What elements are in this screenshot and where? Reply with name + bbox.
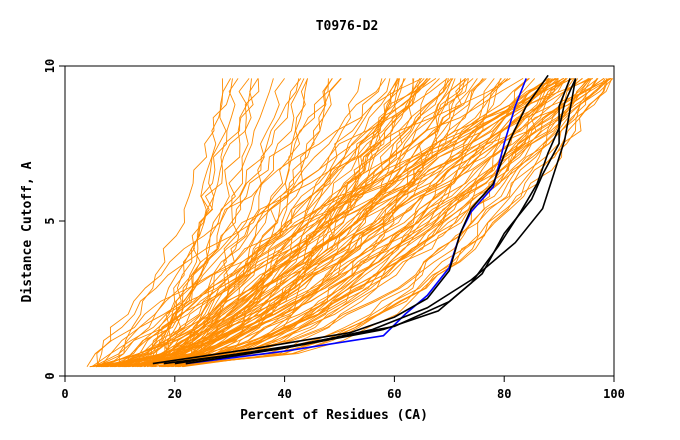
background-model-line: [176, 78, 399, 368]
chart-title: T0976-D2: [316, 19, 379, 34]
background-model-line: [98, 78, 591, 368]
background-model-line: [123, 78, 608, 368]
background-model-line: [162, 78, 342, 367]
background-model-line: [139, 78, 383, 368]
background-model-line: [151, 78, 495, 368]
background-model-line: [105, 78, 506, 368]
highlight-black-line: [152, 74, 549, 365]
x-axis-label: Percent of Residues (CA): [240, 408, 428, 423]
background-series-group: [86, 77, 614, 368]
background-model-line: [151, 78, 329, 368]
background-model-line: [126, 78, 598, 368]
background-model-line: [175, 78, 605, 368]
background-model-line: [178, 78, 391, 368]
y-tick-label: 0: [43, 372, 57, 379]
background-model-line: [166, 78, 406, 368]
x-tick-label: 40: [277, 387, 291, 401]
background-model-line: [178, 78, 572, 368]
background-model-line: [124, 78, 566, 368]
background-model-line: [115, 78, 285, 368]
background-model-line: [101, 78, 302, 368]
y-axis-label: Distance Cutoff, A: [20, 161, 35, 302]
background-model-line: [114, 78, 552, 368]
highlight-black-line: [185, 78, 577, 365]
background-model-line: [164, 78, 431, 367]
y-tick-label: 5: [43, 217, 57, 224]
highlight-series-group: [152, 74, 577, 365]
background-model-line: [90, 78, 305, 368]
background-model-line: [112, 78, 400, 368]
background-model-line: [182, 78, 592, 368]
background-model-line: [135, 78, 487, 368]
background-model-line: [143, 78, 611, 368]
background-model-line: [100, 77, 556, 367]
background-model-line: [92, 78, 557, 368]
background-model-line: [116, 78, 605, 368]
background-model-line: [125, 78, 478, 368]
x-tick-label: 80: [497, 387, 511, 401]
background-model-line: [95, 78, 590, 368]
background-model-line: [161, 78, 502, 368]
background-model-line: [103, 78, 333, 368]
x-tick-label: 60: [387, 387, 401, 401]
x-tick-label: 0: [61, 387, 68, 401]
plot-area: [64, 65, 615, 377]
background-model-line: [131, 78, 599, 368]
background-model-line: [123, 77, 558, 367]
x-tick-label: 100: [603, 387, 625, 401]
background-model-line: [164, 78, 428, 368]
background-model-line: [100, 78, 333, 368]
background-model-line: [181, 78, 308, 368]
y-axis: 0 5 10: [43, 59, 65, 380]
y-tick-label: 10: [43, 59, 57, 73]
background-model-line: [149, 78, 274, 368]
background-model-line: [130, 78, 239, 368]
background-model-line: [133, 78, 386, 367]
background-model-line: [112, 78, 231, 368]
highlight-black-line: [163, 78, 577, 365]
background-model-line: [178, 78, 609, 368]
background-model-line: [93, 78, 450, 368]
background-model-line: [172, 78, 536, 368]
background-model-line: [171, 78, 614, 368]
background-model-line: [166, 78, 592, 368]
background-model-line: [96, 78, 361, 368]
x-tick-label: 20: [168, 387, 182, 401]
background-model-line: [177, 78, 550, 368]
background-model-line: [119, 78, 414, 368]
x-axis: 0 20 40 60 80 100: [61, 376, 625, 401]
background-model-line: [107, 78, 485, 368]
background-model-line: [174, 78, 462, 368]
background-model-line: [128, 78, 583, 368]
background-model-line: [162, 78, 559, 368]
background-model-line: [114, 78, 437, 368]
